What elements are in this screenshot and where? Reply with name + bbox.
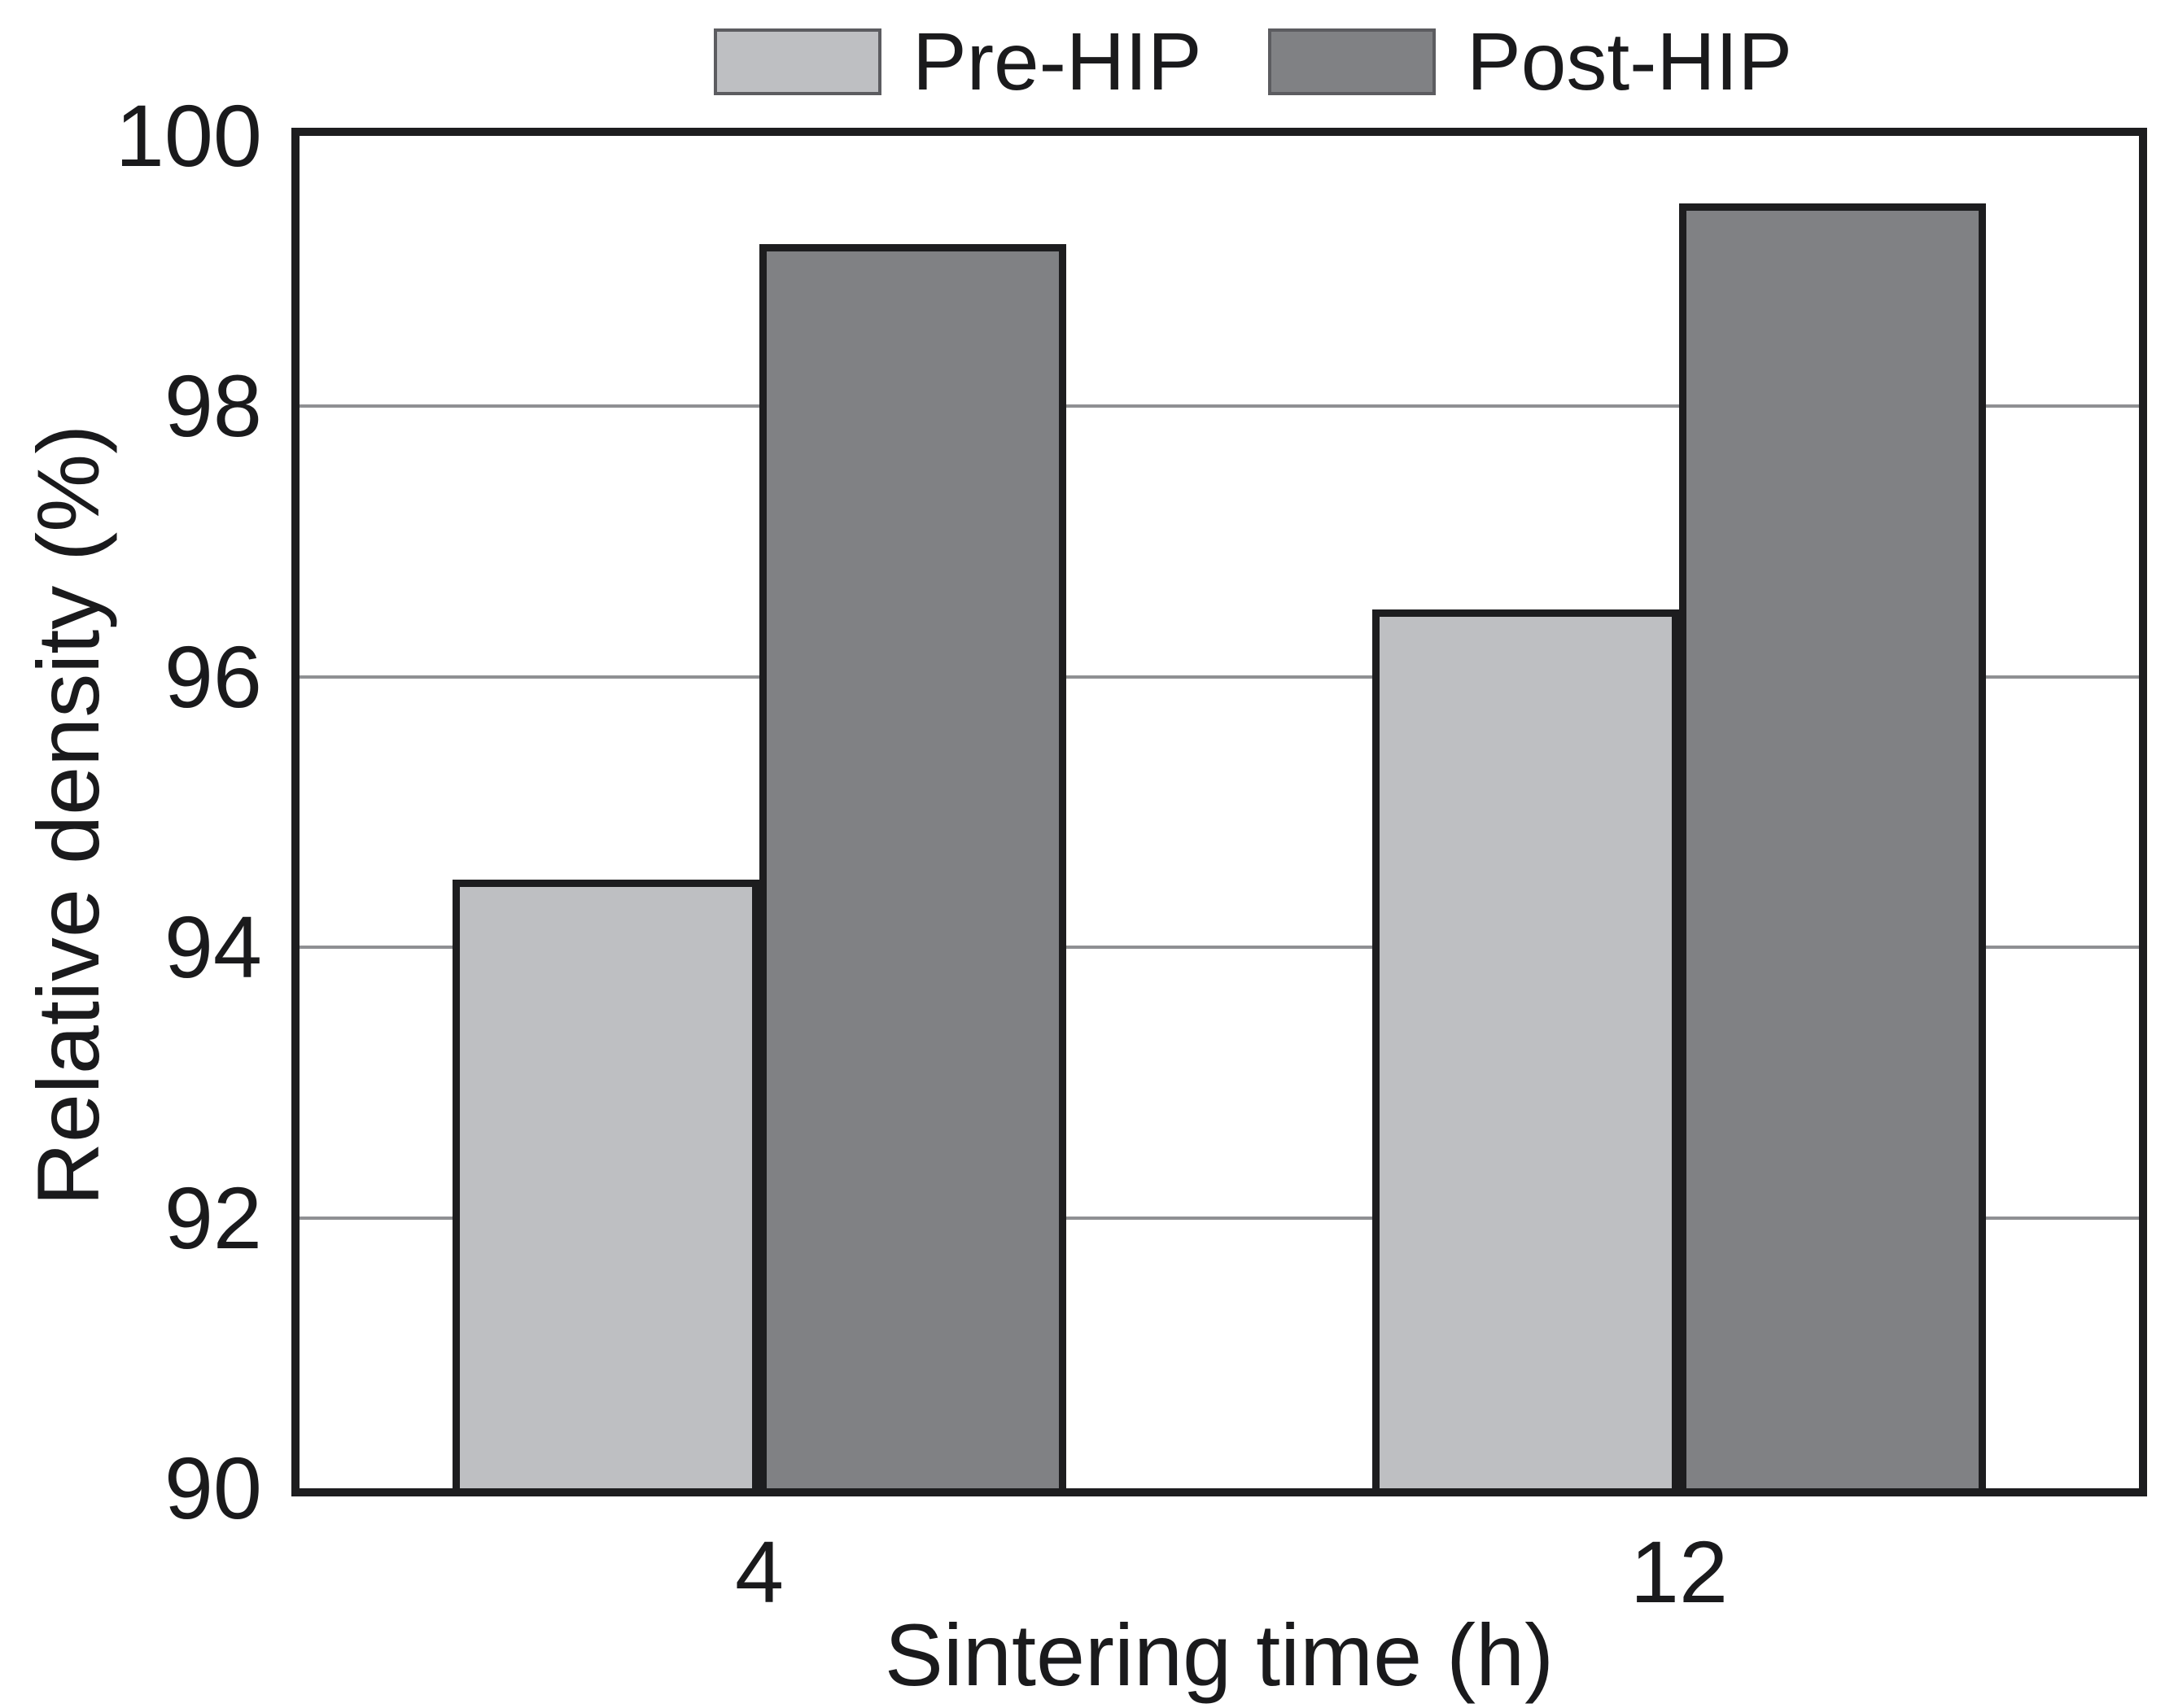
legend-label-pre-hip: Pre-HIP [912,16,1202,107]
x-axis-title: Sintering time (h) [884,1605,1555,1704]
x-tick-label-12: 12 [1629,1522,1729,1621]
y-tick-label-100: 100 [115,86,262,185]
bar-post-hip-4h [759,243,1066,1488]
gridline-y-96 [300,675,2139,679]
y-tick-label-98: 98 [164,356,262,456]
y-tick-label-96: 96 [164,627,262,726]
bar-pre-hip-4h [453,880,759,1488]
bar-post-hip-12h [1679,203,1986,1488]
y-tick-label-90: 90 [164,1439,262,1537]
legend-item-pre-hip: Pre-HIP [714,21,1202,103]
y-tick-label-92: 92 [164,1168,262,1267]
gridline-y-92 [300,1216,2139,1220]
y-tick-label-94: 94 [164,898,262,997]
bar-pre-hip-12h [1372,609,1679,1488]
legend-swatch-post-hip [1268,28,1436,95]
x-tick-label-4: 4 [734,1522,785,1621]
gridline-y-98 [300,404,2139,408]
y-axis-title: Relative density (%) [19,424,117,1207]
legend-swatch-pre-hip [714,28,881,95]
plot-area [291,128,2147,1496]
legend-item-post-hip: Post-HIP [1268,21,1792,103]
gridline-y-94 [300,946,2139,950]
legend-label-post-hip: Post-HIP [1467,16,1793,107]
